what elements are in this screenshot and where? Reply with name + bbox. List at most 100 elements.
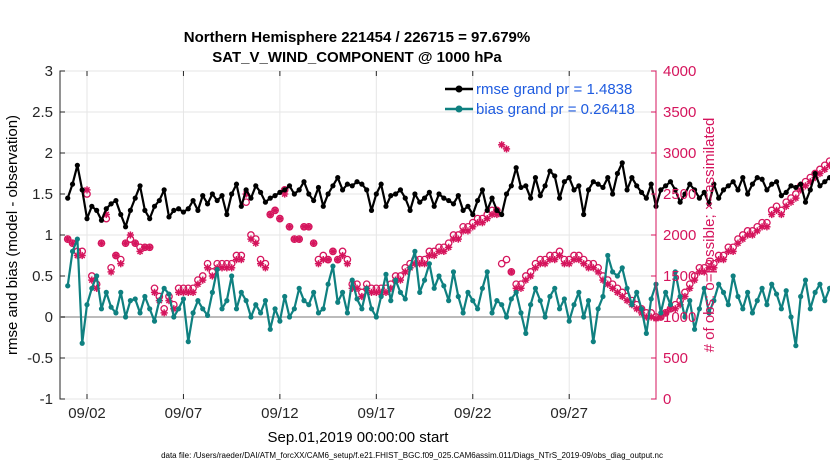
obs-assimilated-stroke	[566, 260, 573, 267]
obs-assimilated-stroke	[276, 215, 283, 222]
obs-assimilated-stroke	[209, 272, 216, 280]
obs-assimilated-stroke	[725, 248, 732, 255]
obs-assimilated-stroke	[141, 244, 148, 251]
obs-assimilated-point	[498, 141, 506, 149]
obs-assimilated-point	[464, 227, 472, 235]
obs-assimilated-point	[690, 276, 699, 284]
bias-point	[696, 306, 702, 312]
bias-point	[455, 293, 461, 300]
obs-assimilated-stroke	[773, 207, 780, 214]
rmse-point	[677, 199, 683, 205]
bias-point	[725, 302, 731, 308]
rmse-point	[233, 181, 240, 187]
obs-assimilated-stroke	[749, 231, 756, 239]
y-left-tick-label: 1.5	[32, 186, 53, 203]
obs-assimilated-point	[787, 198, 795, 206]
rmse-point	[610, 191, 616, 197]
obs-assimilated-stroke	[368, 289, 375, 296]
obs-assimilated-stroke	[122, 240, 129, 247]
bias-point	[798, 293, 804, 300]
bias-point	[595, 306, 601, 312]
rmse-point	[667, 179, 674, 185]
bias-point	[706, 310, 712, 316]
bias-point	[209, 289, 215, 295]
obs-assimilated-stroke	[730, 248, 737, 255]
bias-point	[282, 293, 288, 300]
x-tick-label: 09/07	[165, 405, 203, 422]
rmse-point	[142, 207, 148, 213]
bias-point	[667, 302, 674, 308]
rmse-point	[600, 184, 606, 191]
obs-assimilated-stroke	[585, 264, 592, 271]
bias-point	[267, 326, 273, 332]
obs-assimilated-stroke	[416, 260, 423, 267]
bias-point	[537, 298, 543, 304]
bias-point	[113, 310, 119, 316]
obs-possible-point	[497, 259, 506, 268]
rmse-point	[339, 187, 346, 193]
obs-assimilated-point	[136, 247, 144, 255]
obs-assimilated-stroke	[474, 219, 481, 226]
bias-point	[489, 310, 495, 316]
obs-assimilated-point	[792, 194, 800, 202]
obs-assimilated-stroke	[310, 240, 317, 247]
obs-assimilated-stroke	[228, 264, 235, 271]
legend-rmse-label: rmse grand pr = 1.4838	[476, 81, 632, 98]
obs-assimilated-stroke	[609, 285, 616, 292]
obs-assimilated-stroke	[382, 289, 390, 296]
obs-assimilated-stroke	[715, 256, 722, 263]
bias-point	[590, 339, 596, 345]
rmse-point	[706, 201, 712, 207]
obs-assimilated-stroke	[672, 305, 679, 312]
obs-assimilated-point	[782, 202, 790, 210]
bias-point	[793, 343, 799, 349]
rmse-point	[614, 170, 621, 177]
obs-assimilated-point	[126, 231, 135, 239]
obs-assimilated-stroke	[570, 256, 578, 263]
bias-point	[610, 269, 616, 275]
bias-point	[219, 306, 225, 312]
rmse-point	[431, 203, 437, 209]
obs-assimilated-stroke	[619, 293, 626, 300]
obs-assimilated-stroke	[262, 264, 269, 271]
bias-point	[195, 298, 201, 304]
obs-assimilated-stroke	[402, 268, 409, 275]
obs-assimilated-stroke	[720, 256, 727, 263]
y-left-tick-label: -1	[40, 391, 53, 408]
obs-assimilated-point	[445, 243, 453, 251]
obs-assimilated-point	[517, 284, 525, 292]
obs-assimilated-point	[150, 288, 159, 296]
rmse-point	[716, 195, 722, 201]
bias-point	[74, 236, 80, 242]
obs-assimilated-stroke	[744, 231, 751, 239]
bias-point	[393, 277, 399, 283]
bias-point	[730, 273, 736, 279]
bias-point	[450, 269, 457, 275]
rmse-point	[634, 183, 640, 189]
obs-assimilated-point	[623, 297, 631, 305]
rmse-point	[470, 211, 476, 218]
obs-assimilated-stroke	[218, 264, 226, 271]
obs-assimilated-stroke	[117, 260, 124, 267]
bias-point	[84, 302, 90, 308]
bias-point	[200, 306, 206, 312]
obs-assimilated-point	[112, 251, 120, 260]
obs-assimilated-stroke	[175, 289, 182, 296]
obs-assimilated-stroke	[431, 252, 438, 259]
obs-assimilated-stroke	[455, 236, 462, 243]
bias-point	[561, 296, 567, 302]
bias-point	[503, 314, 510, 320]
obs-assimilated-stroke	[103, 211, 110, 218]
bias-point	[262, 298, 269, 304]
obs-assimilated-stroke	[691, 277, 698, 284]
obs-assimilated-stroke	[580, 260, 587, 267]
obs-assimilated-stroke	[667, 305, 674, 312]
bias-point	[171, 314, 177, 320]
obs-assimilated-point	[247, 235, 255, 243]
obs-assimilated-point	[613, 288, 622, 296]
rmse-point	[359, 181, 365, 187]
rmse-point	[94, 207, 100, 213]
obs-assimilated-point	[551, 256, 559, 264]
rmse-point	[127, 207, 134, 213]
bias-point	[166, 291, 172, 297]
